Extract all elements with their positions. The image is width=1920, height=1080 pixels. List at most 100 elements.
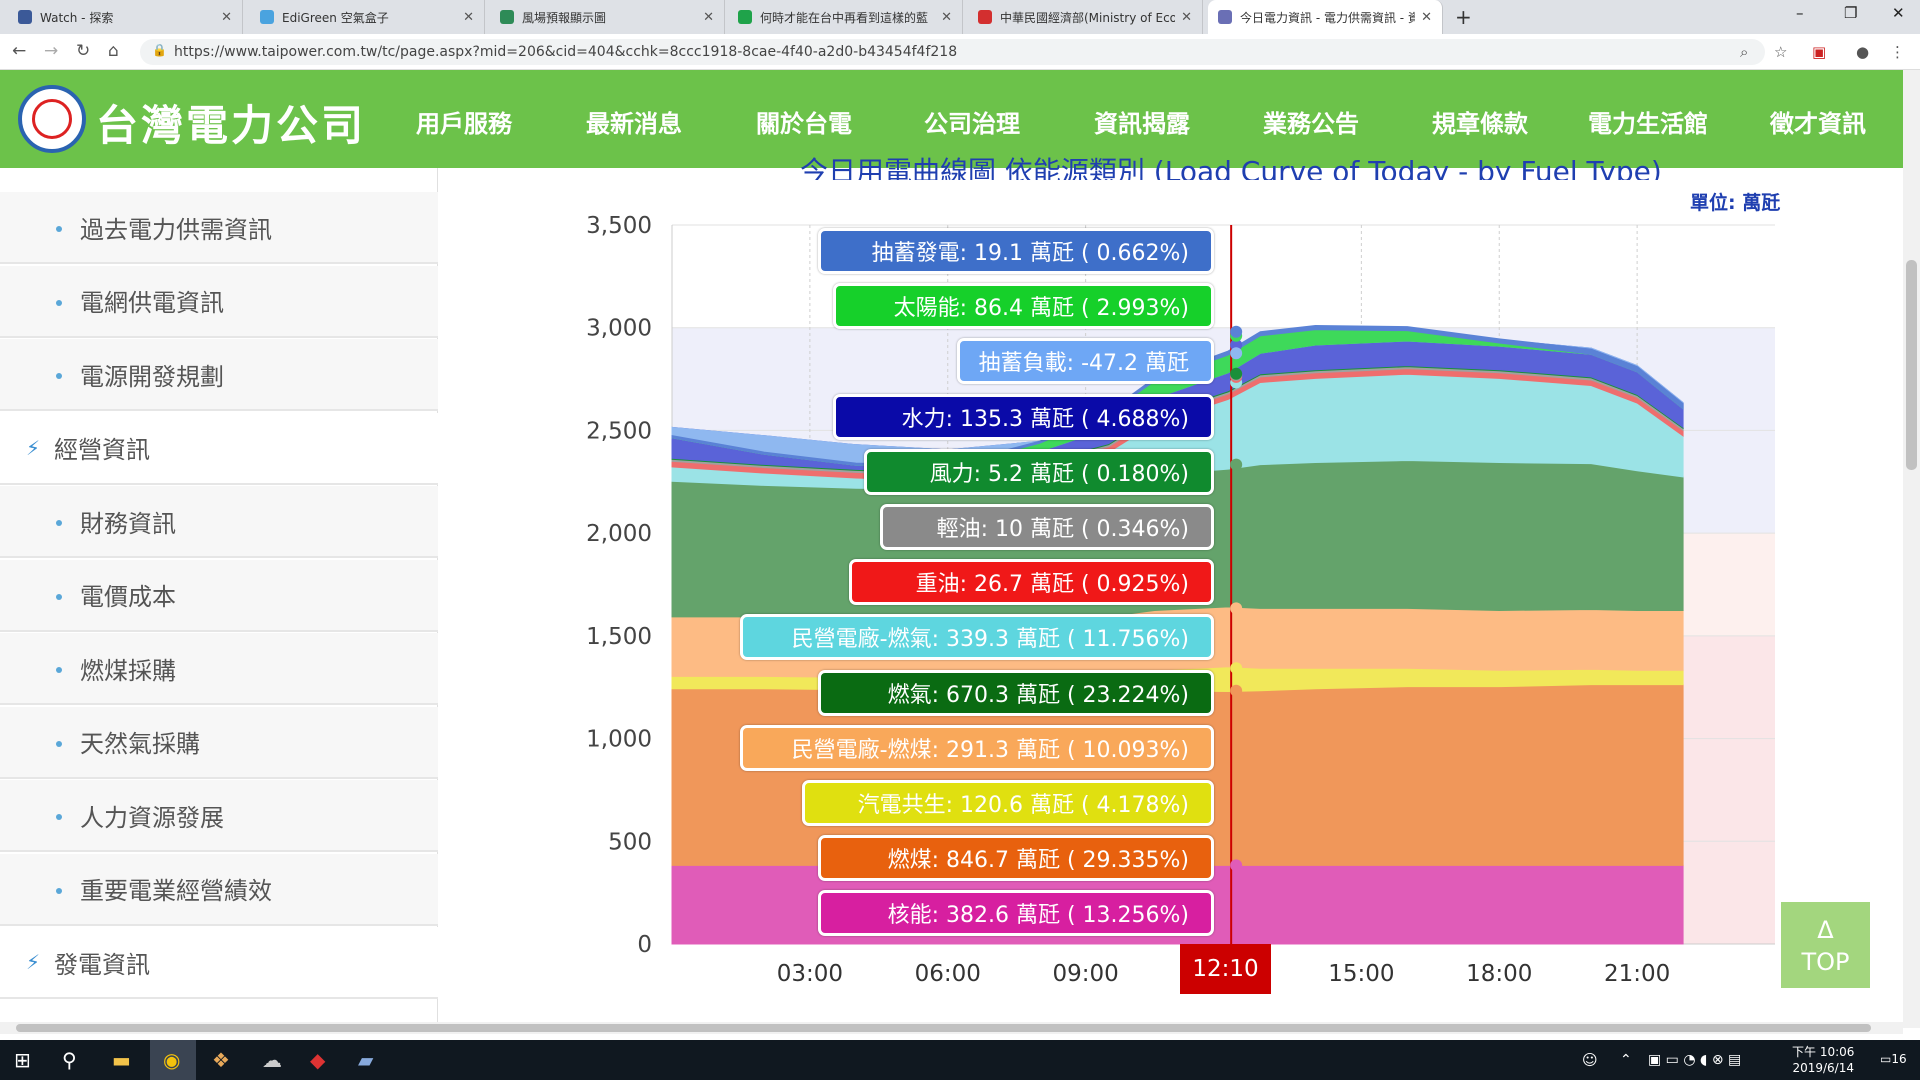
tray-expand-icon[interactable]: ⌃ [1620, 1052, 1632, 1068]
chrome-taskbar-icon[interactable]: ◉ [150, 1040, 196, 1080]
browser-tab[interactable]: 何時才能在台中再看到這樣的藍 ✕ [728, 0, 963, 34]
x-tick-label: 06:00 [915, 961, 981, 987]
sidebar-item-label: 電源開發規劃 [80, 362, 224, 391]
tab-favicon-icon [978, 10, 992, 24]
browser-tab[interactable]: 中華民國經濟部(Ministry of Eco ✕ [968, 0, 1203, 34]
home-icon[interactable]: ⌂ [108, 41, 119, 61]
sidebar-item[interactable]: 財務資訊 [0, 486, 438, 558]
lightning-icon: ⚡ [26, 435, 41, 460]
chart-unit-label: 單位: 萬瓩 [1690, 192, 1781, 214]
browser-tab[interactable]: Watch - 探索 ✕ [8, 0, 243, 34]
url-field[interactable]: 🔒 https://www.taipower.com.tw/tc/page.as… [140, 39, 1765, 65]
tooltip-entry: 核能: 382.6 萬瓩 ( 13.256%) [817, 890, 1214, 937]
system-clock[interactable]: 下午 10:06 2019/6/14 [1792, 1045, 1855, 1075]
reload-icon[interactable]: ↻ [76, 41, 91, 61]
tab-close-icon[interactable]: ✕ [463, 9, 474, 25]
main-nav-item[interactable]: 關於台電 [756, 110, 852, 138]
tab-title: EdiGreen 空氣盒子 [282, 10, 389, 25]
main-nav-item[interactable]: 徵才資訊 [1770, 110, 1866, 138]
address-bar: ← → ↻ ⌂ 🔒 https://www.taipower.com.tw/tc… [0, 34, 1920, 70]
sidebar-item[interactable]: 人力資源發展 [0, 780, 438, 852]
main-nav-item[interactable]: 規章條款 [1432, 110, 1528, 138]
vertical-scrollbar[interactable] [1903, 70, 1920, 1028]
sidebar-item-label: 重要電業經營績效 [80, 877, 272, 905]
y-tick-label: 0 [637, 932, 652, 958]
tooltip-entry: 風力: 5.2 萬瓩 ( 0.180%) [864, 448, 1214, 495]
browser-tab[interactable]: 風場預報顯示圖 ✕ [490, 0, 725, 34]
windows-start-icon[interactable]: ⊞ [14, 1048, 31, 1072]
sidebar-item[interactable]: 電網供電資訊 [0, 265, 438, 338]
tab-close-icon[interactable]: ✕ [1181, 9, 1192, 25]
search-icon[interactable]: ⚲ [62, 1048, 77, 1072]
cursor-marker [1230, 684, 1243, 697]
sidebar-item[interactable]: 電源開發規劃 [0, 339, 438, 411]
tab-title: 何時才能在台中再看到這樣的藍 [760, 10, 929, 25]
taipower-logo-icon[interactable] [18, 85, 86, 153]
horizontal-scrollbar[interactable] [0, 1022, 1903, 1034]
app-icon[interactable]: ▰ [358, 1048, 374, 1072]
app-icon[interactable]: ❖ [212, 1048, 230, 1072]
profile-icon[interactable]: ● [1856, 43, 1870, 61]
y-tick-label: 1,500 [586, 624, 652, 650]
tooltip-entry: 重油: 26.7 萬瓩 ( 0.925%) [848, 559, 1214, 606]
main-nav-item[interactable]: 資訊揭露 [1094, 110, 1190, 138]
main-nav-item[interactable]: 用戶服務 [416, 110, 512, 138]
sidebar-section[interactable]: ⚡ 經營資訊 [0, 412, 438, 485]
tab-favicon-icon [260, 10, 274, 24]
sidebar-section[interactable]: ⚡ 發電資訊 [0, 927, 438, 999]
tooltip-entry: 太陽能: 86.4 萬瓩 ( 2.993%) [833, 283, 1214, 330]
sidebar-item[interactable]: 重要電業經營績效 [0, 853, 438, 926]
people-icon[interactable]: ☺ [1582, 1051, 1598, 1069]
close-window-button[interactable]: ✕ [1892, 4, 1905, 22]
app-icon[interactable]: ☁ [262, 1048, 282, 1072]
extension-icon[interactable]: ▣ [1812, 43, 1827, 61]
sidebar-item-label: 電網供電資訊 [80, 289, 224, 317]
sidebar-item-label: 經營資訊 [54, 436, 150, 464]
tab-close-icon[interactable]: ✕ [221, 9, 232, 25]
file-explorer-icon[interactable]: ▬ [112, 1048, 131, 1072]
tab-title: 風場預報顯示圖 [522, 10, 607, 25]
site-header: 台灣電力公司 用戶服務 最新消息 關於台電 公司治理 資訊揭露 業務公告 規章條款 電力生活館… [0, 70, 1903, 168]
bookmark-star-icon[interactable]: ☆ [1774, 43, 1788, 61]
tab-title: Watch - 探索 [40, 10, 114, 25]
y-tick-label: 3,000 [586, 316, 652, 342]
y-tick-label: 3,500 [586, 213, 652, 239]
sidebar-item-label: 人力資源發展 [80, 803, 224, 832]
main-nav-item[interactable]: 電力生活館 [1588, 110, 1708, 138]
sidebar-item[interactable]: 電價成本 [0, 559, 438, 632]
browser-tab-bar: Watch - 探索 ✕ EdiGreen 空氣盒子 ✕ 風場預報顯示圖 ✕ 何時才能在台中… [0, 0, 1920, 34]
sidebar-item-label: 過去電力供需資訊 [80, 215, 272, 244]
tab-close-icon[interactable]: ✕ [1421, 9, 1432, 25]
url-text[interactable]: https://www.taipower.com.tw/tc/page.aspx… [174, 44, 958, 60]
site-logo-text[interactable]: 台灣電力公司 [96, 101, 367, 150]
sidebar-item[interactable]: 過去電力供需資訊 [0, 192, 438, 264]
main-nav-item[interactable]: 公司治理 [924, 110, 1020, 138]
cursor-marker [1230, 347, 1243, 360]
cursor-marker [1230, 458, 1243, 471]
back-icon[interactable]: ← [12, 41, 27, 61]
tooltip-entry: 抽蓄負載: -47.2 萬瓩 [957, 338, 1214, 385]
tab-close-icon[interactable]: ✕ [941, 9, 952, 25]
browser-tab[interactable]: 今日電力資訊 - 電力供需資訊 - 資 ✕ [1208, 0, 1443, 34]
maximize-button[interactable]: ❐ [1844, 4, 1858, 22]
tab-favicon-icon [1218, 10, 1232, 24]
tray-icons[interactable]: ▣ ▭ ◔ ◖ ⊗ ▤ [1648, 1052, 1742, 1068]
new-tab-button[interactable]: + [1455, 5, 1472, 29]
sidebar-item[interactable]: 天然氣採購 [0, 706, 438, 779]
sidebar-item-label: 燃煤採購 [80, 656, 176, 685]
menu-icon[interactable]: ⋮ [1890, 43, 1905, 61]
lock-icon: 🔒 [152, 43, 167, 57]
zoom-icon[interactable]: ⌕ [1740, 43, 1749, 61]
app-icon[interactable]: ◆ [310, 1048, 326, 1072]
minimize-button[interactable]: – [1796, 4, 1804, 22]
x-tick-label: 03:00 [777, 961, 843, 987]
sidebar-item[interactable]: 燃煤採購 [0, 633, 438, 705]
main-nav-item[interactable]: 業務公告 [1263, 110, 1359, 138]
tab-close-icon[interactable]: ✕ [703, 9, 714, 25]
forward-icon[interactable]: → [44, 41, 59, 61]
notification-icon[interactable]: ▭16 [1880, 1052, 1907, 1066]
y-tick-label: 2,500 [586, 418, 652, 444]
browser-tab[interactable]: EdiGreen 空氣盒子 ✕ [250, 0, 485, 34]
main-nav-item[interactable]: 最新消息 [586, 110, 682, 138]
back-to-top-button[interactable]: Δ TOP [1781, 902, 1870, 988]
